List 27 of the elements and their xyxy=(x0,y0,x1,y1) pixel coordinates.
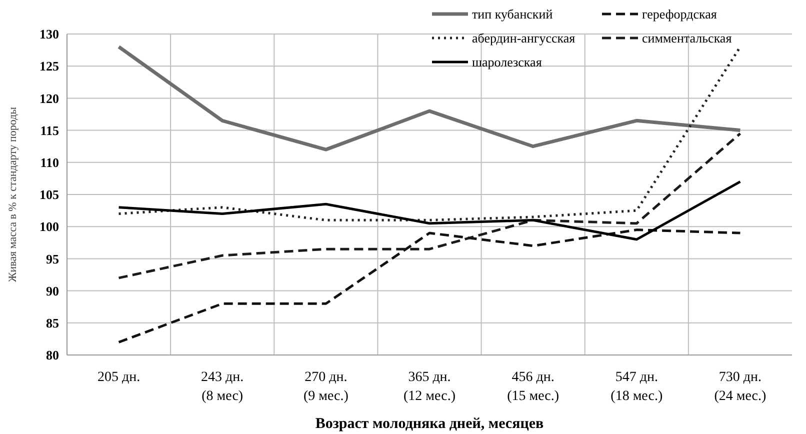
y-tick-label: 105 xyxy=(40,187,60,202)
y-tick-label: 85 xyxy=(46,315,60,330)
y-tick-label: 100 xyxy=(40,219,59,234)
legend-label: симментальская xyxy=(642,30,732,46)
y-axis-title: Живая масса в % к стандарту породы xyxy=(7,106,19,282)
line-series xyxy=(118,180,742,241)
legend-label: герефордская xyxy=(642,6,717,22)
y-tick-label: 80 xyxy=(46,348,59,363)
legend-label: тип кубанский xyxy=(472,6,553,22)
x-tick-label: 730 дн. (24 мес.) xyxy=(714,370,767,404)
x-tick-label: 270 дн. (9 мес.) xyxy=(303,370,349,404)
y-tick-label: 115 xyxy=(40,122,60,138)
line-series xyxy=(117,45,742,152)
y-tick-label: 125 xyxy=(40,58,60,74)
y-tick-label: 130 xyxy=(40,26,59,42)
x-axis-title: Возраст молодняка дней, месяцев xyxy=(315,416,544,432)
x-tick-label: 205 дн. xyxy=(97,370,140,385)
x-tick-label: 456 дн. (15 мес.) xyxy=(507,370,560,404)
x-tick-label: 243 дн. (8 мес) xyxy=(201,370,244,404)
y-tick-label: 110 xyxy=(40,154,59,170)
legend-label: шаролезская xyxy=(472,54,542,70)
y-tick-label: 95 xyxy=(46,251,60,266)
x-tick-label: 547 дн. (18 мес.) xyxy=(610,370,663,404)
legend-label: абердин-ангусская xyxy=(472,30,576,46)
x-tick-label: 365 дн. (12 мес.) xyxy=(404,370,456,404)
y-tick-label: 120 xyxy=(40,90,59,106)
y-tick-label: 90 xyxy=(46,283,59,298)
